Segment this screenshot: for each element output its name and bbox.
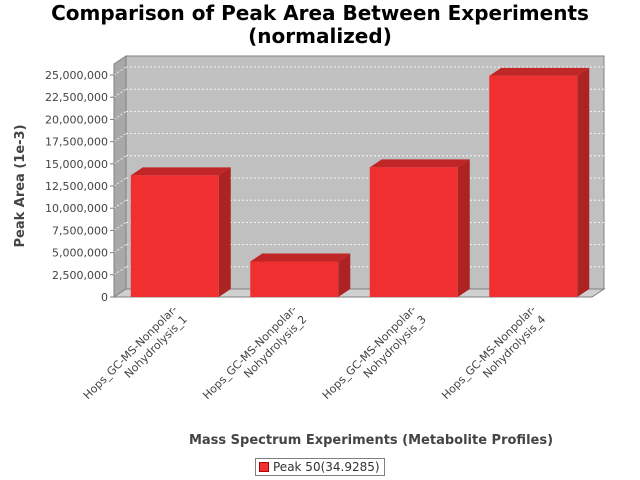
gridline	[113, 222, 127, 231]
x-tick-label: Hops_GC-MS-Nonpolar-Nohydrolysis_1	[81, 303, 190, 402]
y-axis-label: Peak Area (1e-3)	[13, 124, 28, 247]
x-tick-label: Hops_GC-MS-Nonpolar-Nohydrolysis_4	[439, 303, 548, 402]
y-tick-label: 20,000,000	[45, 113, 108, 126]
y-tick-label: 7,500,000	[52, 224, 108, 237]
x-tick-label-line: Hops_GC-MS-Nonpolar-	[320, 303, 419, 402]
x-axis-label: Mass Spectrum Experiments (Metabolite Pr…	[189, 433, 553, 448]
gridline	[113, 155, 127, 165]
bar	[489, 75, 578, 297]
gridline	[113, 111, 127, 120]
y-tick-label: 15,000,000	[45, 158, 108, 171]
bar	[130, 175, 219, 297]
bar-top	[369, 159, 470, 168]
y-tick-label: 22,500,000	[45, 91, 108, 104]
x-tick-label-line: Hops_GC-MS-Nonpolar-	[439, 303, 538, 402]
y-tick-label: 5,000,000	[52, 247, 108, 260]
y-tick-label: 2,500,000	[52, 269, 108, 282]
bar-side	[457, 159, 470, 297]
y-tick-label: 17,500,000	[45, 136, 108, 149]
gridline	[113, 133, 127, 142]
x-tick-label: Hops_GC-MS-Nonpolar-Nohydrolysis_2	[200, 303, 309, 402]
plot-left-wall	[113, 55, 127, 298]
gridline	[113, 199, 127, 209]
bar-top	[130, 167, 231, 176]
x-tick-label: Hops_GC-MS-Nonpolar-Nohydrolysis_3	[320, 303, 429, 402]
bar-top	[250, 253, 351, 262]
bar-side	[577, 67, 590, 297]
legend-label: Peak 50(34.9285)	[273, 460, 380, 474]
x-tick-label-line: Hops_GC-MS-Nonpolar-	[81, 303, 180, 402]
y-tick-label: 10,000,000	[45, 202, 108, 215]
gridline	[113, 88, 127, 98]
chart-title: Comparison of Peak Area Between Experime…	[0, 2, 640, 48]
legend: Peak 50(34.9285)	[255, 458, 385, 476]
gridline	[113, 66, 127, 76]
gridline	[113, 266, 127, 276]
gridline	[113, 244, 127, 253]
bar-side	[218, 167, 231, 297]
y-tick-label: 0	[101, 291, 108, 304]
bar	[250, 261, 339, 297]
gridline	[113, 177, 127, 187]
chart-title-line-2: (normalized)	[248, 24, 392, 48]
chart-title-line-1: Comparison of Peak Area Between Experime…	[51, 1, 589, 25]
bar	[369, 167, 458, 297]
legend-swatch	[259, 462, 269, 472]
x-tick-label-line: Hops_GC-MS-Nonpolar-	[200, 303, 299, 402]
bar-side	[338, 253, 351, 297]
bar-top	[489, 67, 590, 76]
y-tick-label: 12,500,000	[45, 180, 108, 193]
y-tick-label: 25,000,000	[45, 69, 108, 82]
